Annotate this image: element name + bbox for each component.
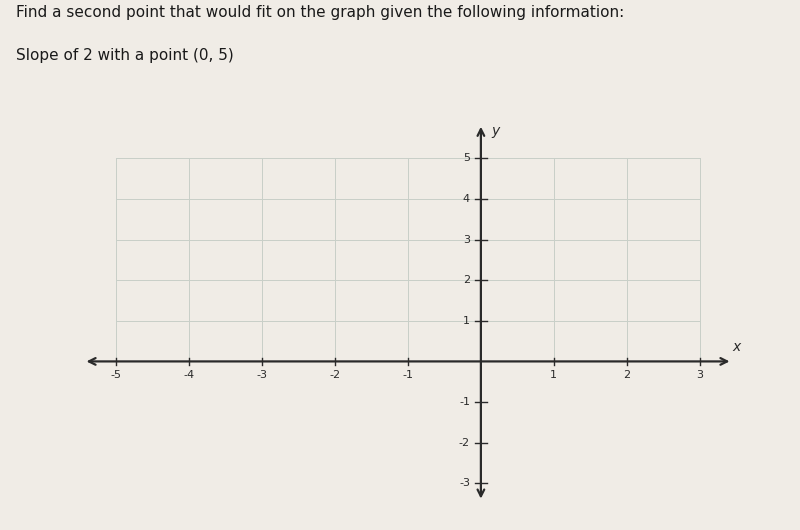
Text: 2: 2 [623, 370, 630, 381]
Text: -1: -1 [459, 397, 470, 407]
Text: -3: -3 [459, 478, 470, 488]
Text: 1: 1 [463, 316, 470, 326]
Text: 3: 3 [696, 370, 703, 381]
Text: 4: 4 [463, 194, 470, 204]
Text: -4: -4 [184, 370, 195, 381]
Text: Slope of 2 with a point (0, 5): Slope of 2 with a point (0, 5) [16, 48, 234, 63]
Text: -5: -5 [111, 370, 122, 381]
Text: -3: -3 [257, 370, 268, 381]
Text: -2: -2 [330, 370, 341, 381]
Text: 2: 2 [463, 275, 470, 285]
Text: -1: -1 [402, 370, 414, 381]
Text: Find a second point that would fit on the graph given the following information:: Find a second point that would fit on th… [16, 5, 624, 20]
Text: 5: 5 [463, 154, 470, 163]
Text: 1: 1 [550, 370, 558, 381]
Text: x: x [732, 340, 740, 354]
Text: 3: 3 [463, 235, 470, 245]
Text: y: y [492, 124, 500, 138]
Text: -2: -2 [459, 438, 470, 448]
